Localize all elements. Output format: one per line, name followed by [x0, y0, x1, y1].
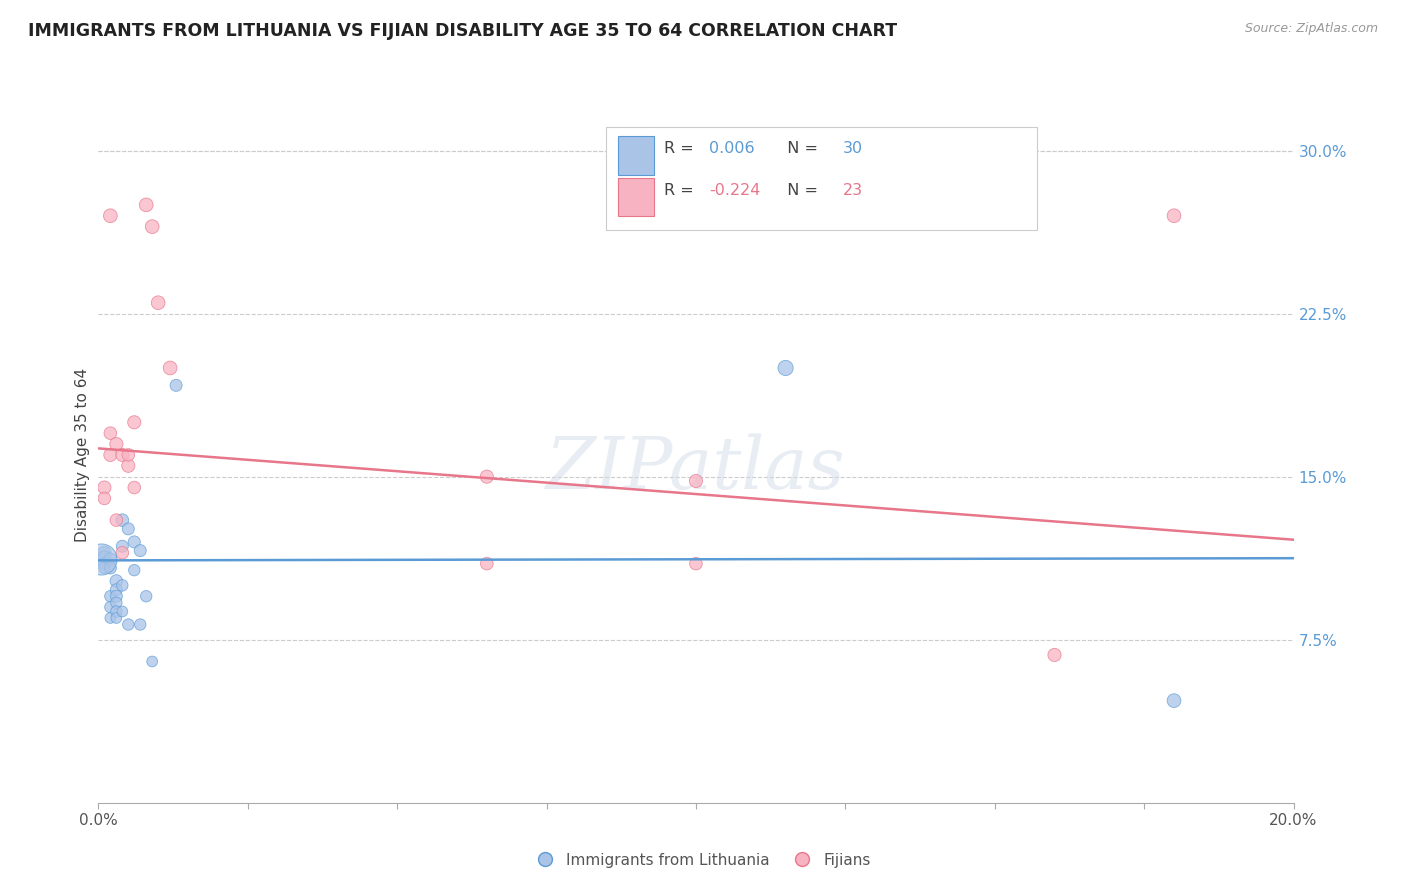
Legend: Immigrants from Lithuania, Fijians: Immigrants from Lithuania, Fijians [527, 845, 879, 875]
Point [90, 552, 112, 566]
Point [93, 557, 115, 571]
Point [775, 360, 797, 375]
Point [93, 546, 115, 560]
Point [100, 561, 122, 575]
Y-axis label: Disability Age 35 to 64: Disability Age 35 to 64 [75, 368, 90, 542]
Point [117, 448, 139, 462]
Point [117, 617, 139, 632]
Point [105, 513, 128, 527]
Point [1043, 648, 1066, 662]
Point [129, 543, 152, 558]
Point [105, 582, 128, 597]
Point [129, 617, 152, 632]
Point [111, 448, 134, 462]
Point [105, 589, 128, 603]
FancyBboxPatch shape [606, 128, 1036, 230]
Text: ZIPatlas: ZIPatlas [546, 434, 846, 504]
Point [100, 600, 122, 615]
Point [111, 605, 134, 619]
Point [685, 474, 707, 488]
Point [100, 448, 122, 462]
Point [105, 574, 128, 588]
Text: 23: 23 [844, 183, 863, 198]
Point [117, 458, 139, 473]
Point [135, 589, 157, 603]
Point [124, 563, 146, 577]
Point [135, 198, 157, 212]
Text: N =: N = [778, 141, 824, 156]
Point [93, 491, 115, 506]
Point [685, 557, 707, 571]
Point [93, 550, 115, 565]
Point [105, 605, 128, 619]
Point [124, 535, 146, 549]
Point [100, 589, 122, 603]
Point [93, 481, 115, 495]
Point [111, 546, 134, 560]
Text: R =: R = [664, 141, 699, 156]
Point [100, 209, 122, 223]
Bar [619, 178, 654, 216]
Point [1163, 693, 1185, 707]
Point [141, 219, 163, 234]
Text: IMMIGRANTS FROM LITHUANIA VS FIJIAN DISABILITY AGE 35 TO 64 CORRELATION CHART: IMMIGRANTS FROM LITHUANIA VS FIJIAN DISA… [28, 22, 897, 40]
Text: N =: N = [778, 183, 824, 198]
Point [475, 557, 498, 571]
Point [111, 539, 134, 553]
Point [117, 522, 139, 536]
Point [100, 426, 122, 441]
Point [141, 655, 163, 669]
Text: R =: R = [664, 183, 699, 198]
Point [111, 513, 134, 527]
Point [93, 561, 115, 575]
Point [105, 611, 128, 625]
Bar [619, 136, 654, 175]
Point [111, 578, 134, 592]
Point [124, 415, 146, 429]
Point [1163, 209, 1185, 223]
Point [105, 596, 128, 610]
Text: 30: 30 [844, 141, 863, 156]
Text: 0.006: 0.006 [709, 141, 755, 156]
Point [165, 378, 187, 392]
Point [475, 469, 498, 483]
Point [100, 552, 122, 566]
Point [100, 611, 122, 625]
Point [124, 481, 146, 495]
Text: -0.224: -0.224 [709, 183, 761, 198]
Point [105, 437, 128, 451]
Point [159, 360, 181, 375]
Point [148, 295, 170, 310]
Text: Source: ZipAtlas.com: Source: ZipAtlas.com [1244, 22, 1378, 36]
